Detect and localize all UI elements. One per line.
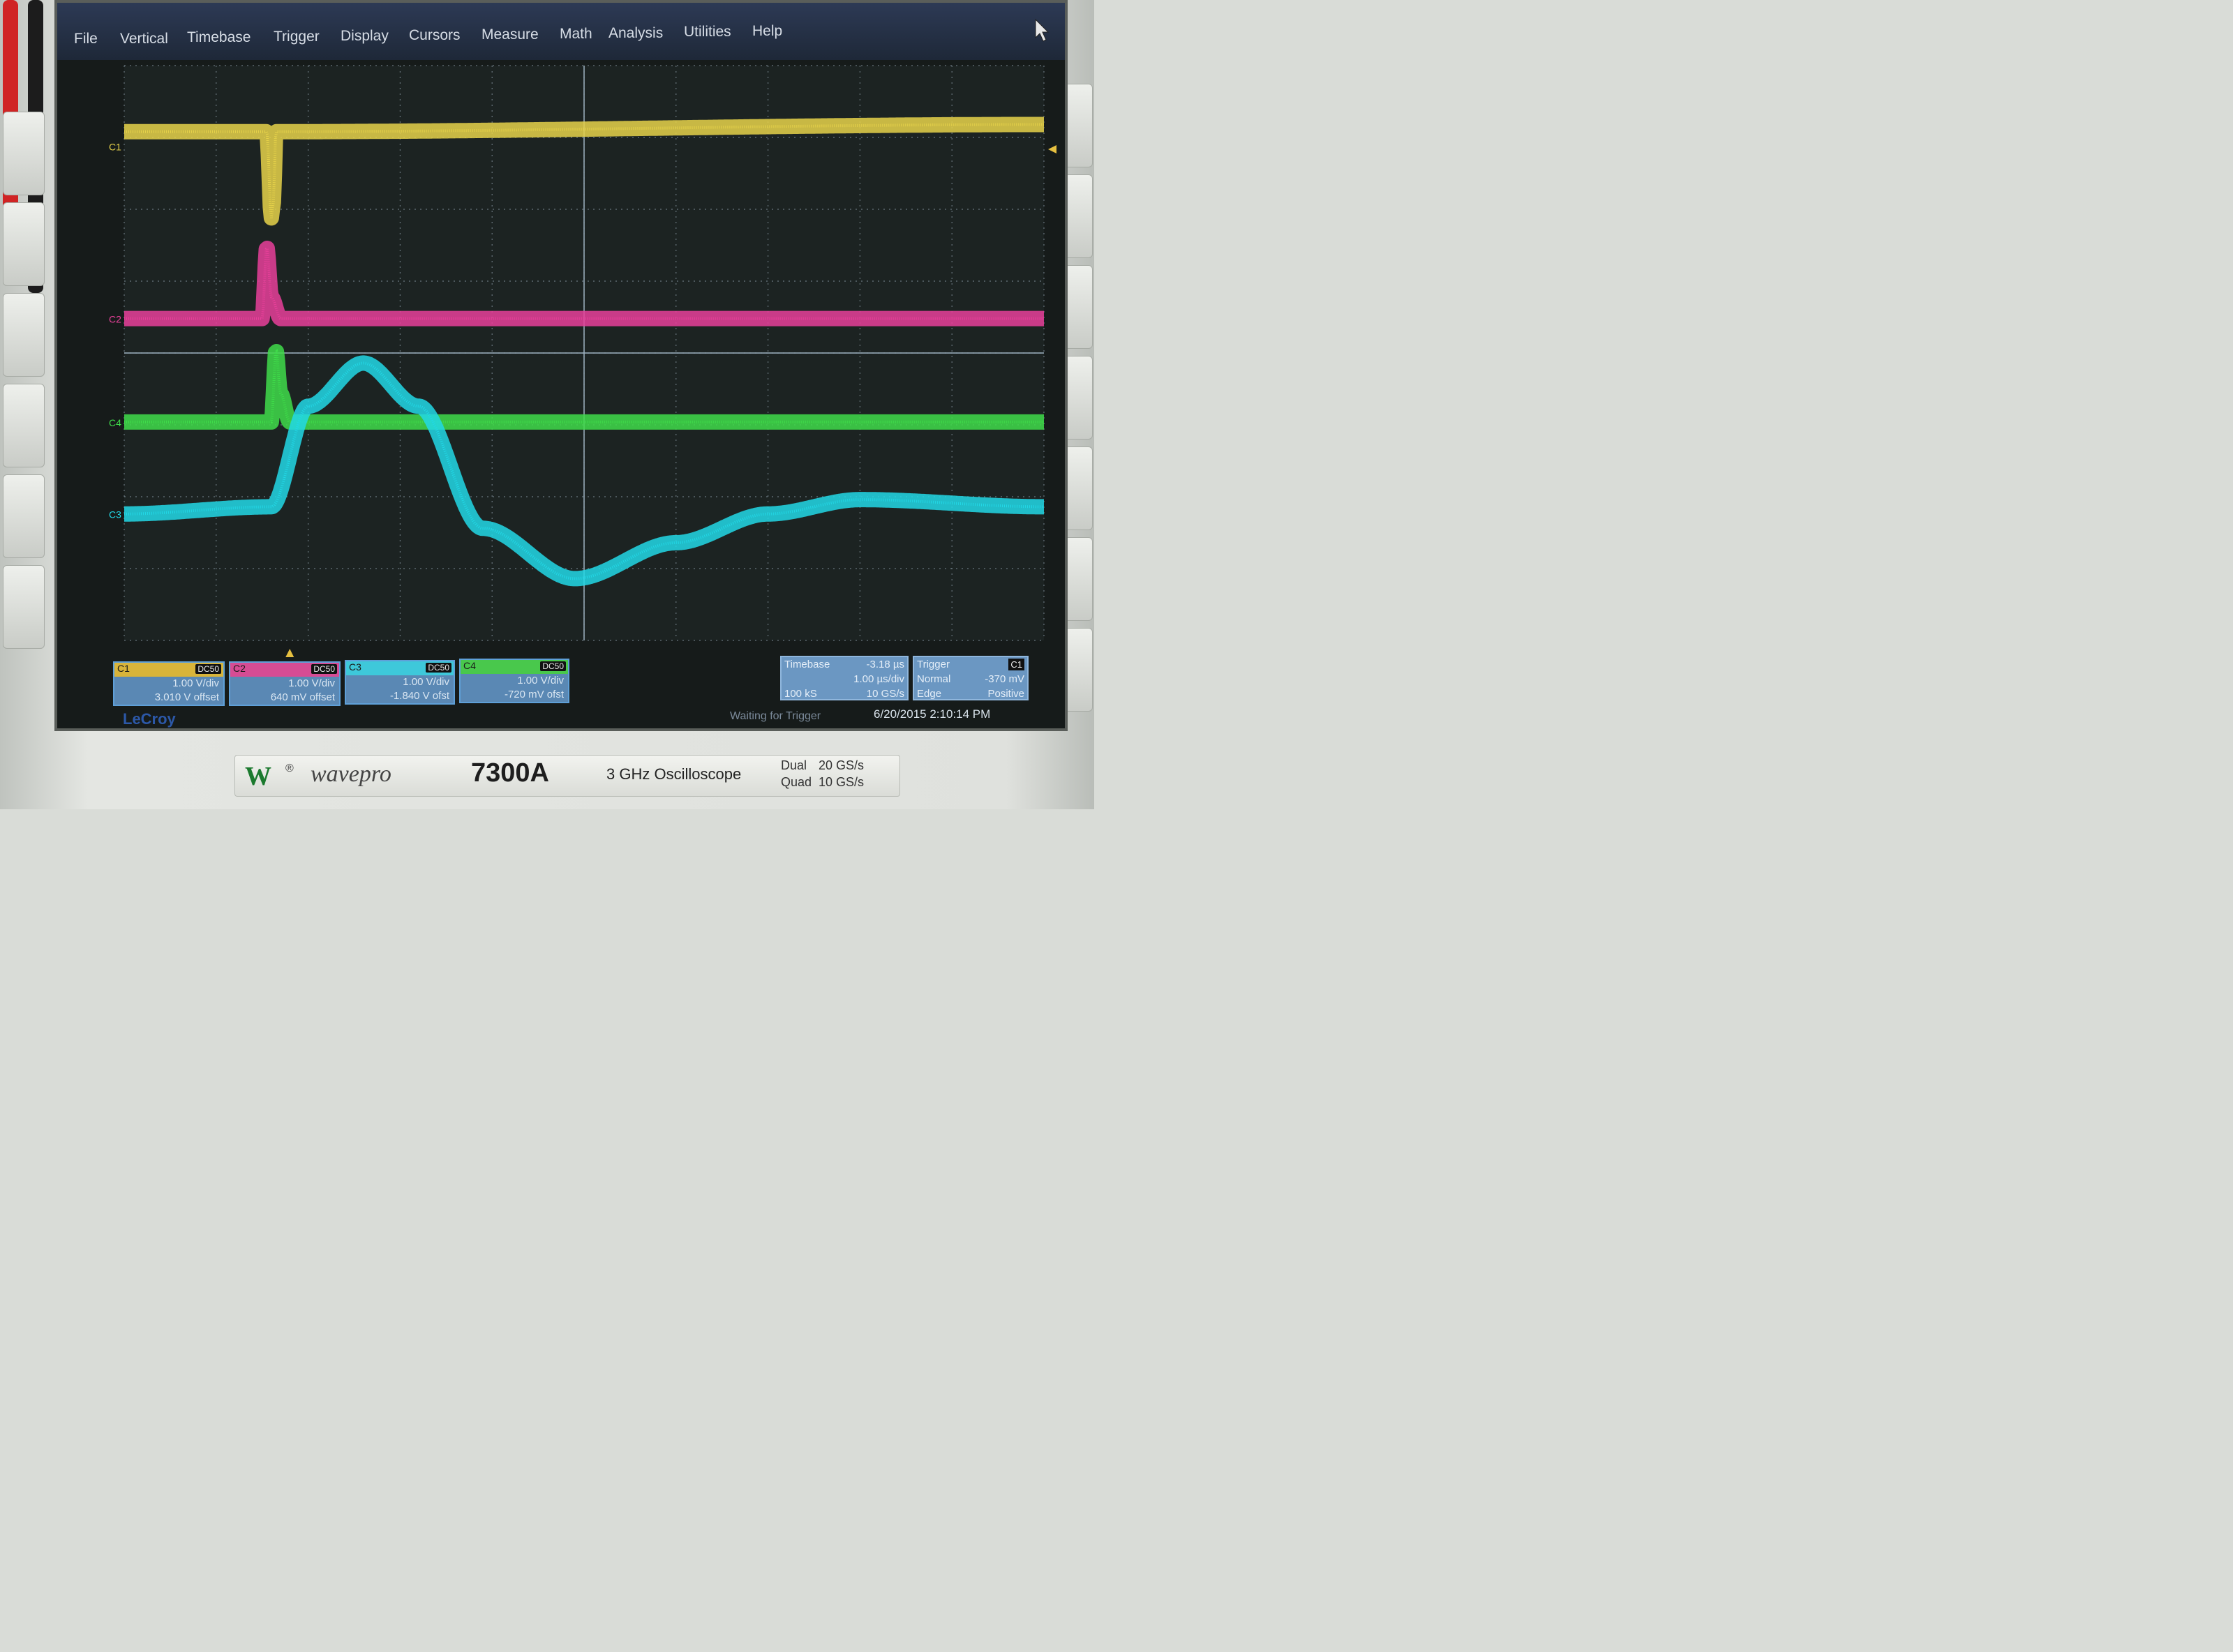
channel-c2-header: C2 DC50 <box>230 663 339 677</box>
menu-display[interactable]: Display <box>341 28 389 44</box>
menu-measure[interactable]: Measure <box>481 27 539 43</box>
channel-c2-offset: 640 mV offset <box>270 691 335 703</box>
trigger-type: Edge <box>917 688 942 700</box>
trigger-position-marker <box>285 649 294 657</box>
channel-c3-offset: -1.840 V ofst <box>389 690 449 702</box>
trigger-row-3: Edge Positive <box>914 686 1027 701</box>
model-description: 3 GHz Oscilloscope <box>606 765 742 783</box>
acquisition-status: Waiting for Trigger <box>730 710 821 722</box>
timebase-row-3: 100 kS 10 GS/s <box>782 686 907 701</box>
channel-c1-scale: 1.00 V/div <box>172 677 219 689</box>
menu-timebase[interactable]: Timebase <box>187 29 251 45</box>
trigger-slope: Positive <box>987 688 1024 700</box>
waveform-display[interactable]: C1 C2 C4 C3 <box>57 3 1068 731</box>
quad-label: Quad <box>781 775 812 789</box>
channel-c1-offset: 3.010 V offset <box>154 691 219 703</box>
lecroy-logo: LeCroy <box>123 710 176 728</box>
channel-c1-box[interactable]: C1 DC50 1.00 V/div 3.010 V offset <box>113 661 225 706</box>
model-number: 7300A <box>471 758 549 788</box>
registered-mark: ® <box>285 763 294 774</box>
channel-c3-coupling: DC50 <box>426 663 451 673</box>
menu-analysis[interactable]: Analysis <box>608 25 664 41</box>
channel-c1-header: C1 DC50 <box>114 663 223 677</box>
model-badge: W ® wavepro 7300A 3 GHz Oscilloscope Dua… <box>234 755 900 797</box>
wavepro-logo-icon: W <box>245 762 271 791</box>
channel-c1-coupling: DC50 <box>195 664 221 674</box>
left-softkey-5[interactable] <box>3 474 45 558</box>
trigger-box[interactable]: Trigger C1 Normal -370 mV Edge Positive <box>913 656 1029 700</box>
channel-c3-id: C3 <box>349 661 361 673</box>
mouse-pointer-icon <box>1035 18 1050 42</box>
timebase-samples: 100 kS <box>784 688 817 700</box>
left-softkey-2[interactable] <box>3 202 45 286</box>
menu-utilities[interactable]: Utilities <box>684 24 731 40</box>
date-time: 6/20/2015 2:10:14 PM <box>874 707 991 721</box>
trigger-row-1: Trigger C1 <box>914 657 1027 672</box>
trigger-level: -370 mV <box>985 673 1024 685</box>
channel-c4-id: C4 <box>463 660 476 671</box>
channel-c4-box[interactable]: C4 DC50 1.00 V/div -720 mV ofst <box>459 659 569 703</box>
channel-c2-box[interactable]: C2 DC50 1.00 V/div 640 mV offset <box>229 661 341 706</box>
timebase-rate: 10 GS/s <box>866 688 904 700</box>
menu-math[interactable]: Math <box>560 26 592 42</box>
trigger-row-2: Normal -370 mV <box>914 672 1027 686</box>
waveform-noise-c1 <box>124 123 1044 218</box>
menu-help[interactable]: Help <box>752 23 783 39</box>
channel-c3-header: C3 DC50 <box>346 661 454 675</box>
timebase-box[interactable]: Timebase -3.18 µs 1.00 µs/div 100 kS 10 … <box>780 656 909 700</box>
channel-c3-box[interactable]: C3 DC50 1.00 V/div -1.840 V ofst <box>345 660 455 705</box>
waveform-c4 <box>117 344 1051 430</box>
channel-c2-scale: 1.00 V/div <box>288 677 335 689</box>
channel-c4-header: C4 DC50 <box>461 660 568 674</box>
channel-c2-coupling: DC50 <box>311 664 337 674</box>
left-softkey-1[interactable] <box>3 112 45 195</box>
waveform-noise-c3 <box>124 361 1044 580</box>
channel-c4-offset: -720 mV ofst <box>504 689 564 700</box>
channel-c3-scale: 1.00 V/div <box>403 676 449 688</box>
left-softkey-3[interactable] <box>3 293 45 377</box>
dual-label: Dual <box>781 758 807 772</box>
waveform-noise-c2 <box>124 246 1044 320</box>
menu-cursors[interactable]: Cursors <box>409 27 461 43</box>
channel-c2-id: C2 <box>233 663 246 674</box>
menu-bar: File Vertical Timebase Trigger Display C… <box>57 3 1065 60</box>
scope-screen: File Vertical Timebase Trigger Display C… <box>54 0 1068 731</box>
channel-c4-coupling: DC50 <box>540 661 566 671</box>
channel-marker-c2: C2 <box>109 314 121 325</box>
timebase-label: Timebase <box>784 659 830 670</box>
timebase-delay: -3.18 µs <box>866 659 905 670</box>
channel-marker-c4: C4 <box>109 417 121 428</box>
timebase-row-1: Timebase -3.18 µs <box>782 657 907 672</box>
dual-rate: 20 GS/s <box>819 758 865 772</box>
timebase-row-2: 1.00 µs/div <box>782 672 907 686</box>
menu-vertical[interactable]: Vertical <box>120 31 168 47</box>
trigger-label: Trigger <box>917 659 950 670</box>
left-softkey-4[interactable] <box>3 384 45 467</box>
channel-c1-id: C1 <box>117 663 130 674</box>
left-softkey-6[interactable] <box>3 565 45 649</box>
series-name: wavepro <box>311 761 391 787</box>
trigger-source: C1 <box>1008 659 1024 670</box>
quad-rate: 10 GS/s <box>819 775 865 789</box>
menu-file[interactable]: File <box>74 31 98 47</box>
menu-trigger[interactable]: Trigger <box>274 29 320 45</box>
channel-marker-c1: C1 <box>109 141 121 152</box>
channel-c4-scale: 1.00 V/div <box>517 675 564 686</box>
trigger-mode: Normal <box>917 673 951 685</box>
trigger-level-marker <box>1048 145 1056 153</box>
channel-marker-c3: C3 <box>109 509 121 520</box>
timebase-scale: 1.00 µs/div <box>853 673 904 685</box>
